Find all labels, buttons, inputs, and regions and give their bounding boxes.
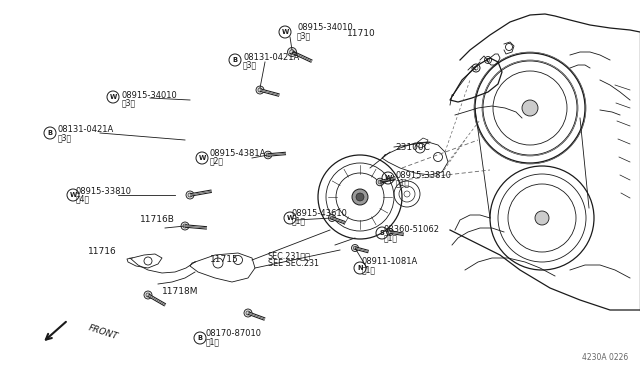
- Circle shape: [256, 86, 264, 94]
- Text: （3）: （3）: [122, 99, 136, 108]
- Text: SEC.231参照: SEC.231参照: [268, 251, 311, 260]
- Text: 11716B: 11716B: [140, 215, 175, 224]
- Circle shape: [328, 215, 335, 221]
- Text: B: B: [198, 335, 202, 341]
- Circle shape: [351, 244, 358, 251]
- Text: W: W: [109, 94, 116, 100]
- Circle shape: [144, 291, 152, 299]
- Circle shape: [186, 191, 194, 199]
- Text: B: B: [47, 130, 52, 136]
- Text: （3）: （3）: [243, 61, 257, 70]
- FancyArrowPatch shape: [46, 322, 66, 340]
- Text: （4）: （4）: [76, 195, 90, 203]
- Text: 08170-87010: 08170-87010: [206, 330, 262, 339]
- Circle shape: [387, 228, 394, 235]
- Circle shape: [535, 211, 549, 225]
- Text: （1）: （1）: [362, 266, 376, 275]
- Circle shape: [356, 193, 364, 201]
- Text: W: W: [282, 29, 289, 35]
- Circle shape: [287, 48, 296, 57]
- Text: 08131-0421A: 08131-0421A: [243, 52, 300, 61]
- Text: 08915-34010: 08915-34010: [297, 23, 353, 32]
- Text: B: B: [232, 57, 237, 63]
- Text: 11718M: 11718M: [162, 288, 198, 296]
- Text: （2）: （2）: [210, 157, 224, 166]
- Circle shape: [264, 151, 272, 159]
- Text: 08915-4381A: 08915-4381A: [210, 148, 266, 157]
- Text: 08360-51062: 08360-51062: [384, 225, 440, 234]
- Text: W: W: [286, 215, 294, 221]
- Text: W: W: [198, 155, 205, 161]
- Text: 11710: 11710: [347, 29, 376, 38]
- Text: SEE SEC.231: SEE SEC.231: [268, 260, 319, 269]
- Text: 23100C: 23100C: [395, 142, 430, 151]
- Circle shape: [244, 309, 252, 317]
- Text: 08915-33810: 08915-33810: [76, 186, 132, 196]
- Text: 08911-1081A: 08911-1081A: [362, 257, 419, 266]
- Text: S: S: [380, 230, 385, 236]
- Circle shape: [522, 100, 538, 116]
- Text: 11716: 11716: [88, 247, 116, 257]
- Text: （1）: （1）: [396, 179, 410, 187]
- Text: （3）: （3）: [297, 32, 311, 41]
- Text: （3）: （3）: [58, 134, 72, 142]
- Circle shape: [181, 222, 189, 230]
- Text: N: N: [357, 265, 363, 271]
- Text: W: W: [69, 192, 77, 198]
- Text: 08131-0421A: 08131-0421A: [58, 125, 115, 135]
- Text: 4230A 0226: 4230A 0226: [582, 353, 628, 362]
- Circle shape: [376, 178, 384, 186]
- Text: 08915-43610: 08915-43610: [292, 208, 348, 218]
- Text: FRONT: FRONT: [87, 323, 119, 341]
- Text: （1）: （1）: [206, 337, 220, 346]
- Text: （1）: （1）: [292, 217, 306, 225]
- Text: （1）: （1）: [384, 234, 398, 243]
- Text: 08915-33810: 08915-33810: [396, 170, 452, 180]
- Text: 08915-34010: 08915-34010: [122, 90, 178, 99]
- Text: 11715: 11715: [210, 256, 239, 264]
- Circle shape: [352, 189, 368, 205]
- Text: W: W: [385, 175, 392, 181]
